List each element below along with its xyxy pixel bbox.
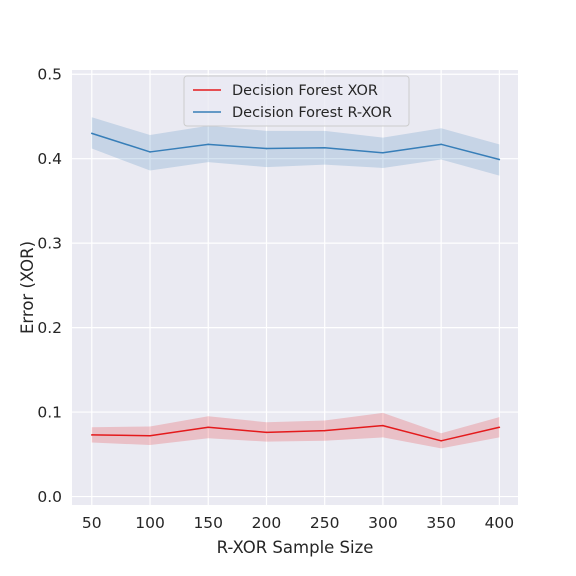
legend-box xyxy=(183,75,410,127)
y-tick-label: 0.5 xyxy=(37,66,62,84)
x-axis-label: R-XOR Sample Size xyxy=(217,538,374,557)
series-line-1 xyxy=(91,132,500,161)
x-tick-label: 250 xyxy=(310,514,340,532)
x-tick-label: 300 xyxy=(368,514,398,532)
data-point xyxy=(498,426,501,429)
data-point xyxy=(498,158,501,161)
legend-label-rxor: Decision Forest R-XOR xyxy=(232,105,392,121)
x-tick-label: 100 xyxy=(135,514,165,532)
y-tick-label: 0.3 xyxy=(37,235,62,253)
x-tick-label: 200 xyxy=(252,514,282,532)
data-point xyxy=(90,132,93,135)
x-tick-label: 150 xyxy=(193,514,223,532)
legend-label-xor: Decision Forest XOR xyxy=(232,83,378,99)
data-point xyxy=(382,424,384,427)
y-tick-labels: 0.0 0.1 0.2 0.3 0.4 0.5 xyxy=(37,66,62,506)
data-point xyxy=(265,147,268,150)
data-point xyxy=(440,143,442,146)
data-point xyxy=(382,151,384,154)
y-tick-label: 0.0 xyxy=(37,488,62,506)
data-point xyxy=(207,143,210,146)
y-tick-label: 0.4 xyxy=(37,150,62,168)
grid-lines xyxy=(72,70,518,505)
data-point xyxy=(149,151,151,153)
data-point xyxy=(265,431,268,434)
x-tick-label: 350 xyxy=(426,514,456,532)
series-line-0 xyxy=(91,424,500,442)
y-axis-label: Error (XOR) xyxy=(18,241,37,334)
series-lines xyxy=(90,132,501,442)
data-point xyxy=(149,434,151,437)
plot-area xyxy=(72,70,518,505)
confidence-band-0 xyxy=(91,412,500,449)
data-point xyxy=(323,146,326,149)
legend: Decision Forest XOR Decision Forest R-XO… xyxy=(183,75,410,127)
x-tick-label: 400 xyxy=(485,514,515,532)
y-tick-label: 0.2 xyxy=(37,319,62,337)
confidence-bands xyxy=(91,117,500,449)
y-tick-label: 0.1 xyxy=(37,404,62,422)
data-point xyxy=(323,429,326,432)
data-point xyxy=(440,440,442,442)
x-tick-label: 50 xyxy=(82,514,102,532)
data-point xyxy=(90,434,93,436)
data-point xyxy=(207,426,210,429)
x-tick-labels: 50 100 150 200 250 300 350 400 xyxy=(82,514,514,532)
confidence-band-1 xyxy=(91,117,500,176)
